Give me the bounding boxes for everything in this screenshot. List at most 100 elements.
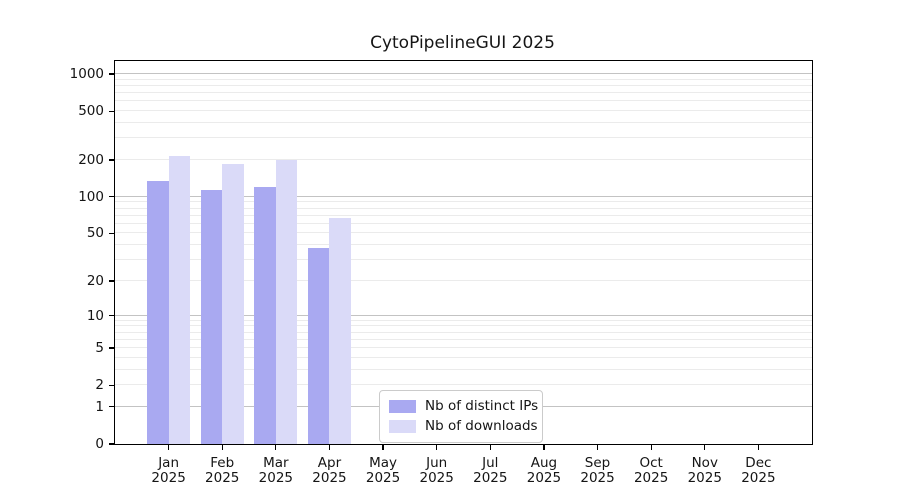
minor-gridline xyxy=(115,232,812,234)
x-tick-month: Jul xyxy=(482,455,499,471)
minor-gridline xyxy=(115,78,812,80)
minor-gridline xyxy=(115,122,812,124)
legend-label-distinct-ips: Nb of distinct IPs xyxy=(425,398,539,414)
y-tick-label: 10 xyxy=(86,307,104,324)
minor-gridline xyxy=(115,84,812,86)
y-axis-tick xyxy=(109,443,115,445)
chart-title: CytoPipelineGUI 2025 xyxy=(370,33,555,53)
y-axis-tick xyxy=(109,315,115,317)
x-tick-year: 2025 xyxy=(151,470,186,486)
minor-gridline xyxy=(115,214,812,216)
y-axis-tick xyxy=(109,384,115,386)
x-axis-tick xyxy=(382,444,384,450)
x-tick-year: 2025 xyxy=(526,470,562,486)
y-axis-tick xyxy=(109,110,115,112)
minor-gridline xyxy=(115,100,812,102)
y-tick-label: 2 xyxy=(95,377,104,394)
minor-gridline xyxy=(115,368,812,370)
y-tick-label: 1 xyxy=(95,398,104,415)
legend-item-distinct-ips: Nb of distinct IPs xyxy=(389,399,538,414)
legend-label-downloads: Nb of downloads xyxy=(425,418,538,434)
bar-downloads-apr xyxy=(329,218,351,444)
legend-swatch-distinct-ips xyxy=(389,400,416,413)
y-tick-label: 20 xyxy=(86,272,104,289)
x-tick-year: 2025 xyxy=(580,470,615,486)
x-tick-month: Mar xyxy=(263,455,289,471)
x-axis-tick xyxy=(221,444,223,450)
y-tick-label: 100 xyxy=(78,188,104,205)
x-tick-label-nov: Nov 2025 xyxy=(688,456,722,486)
minor-gridline xyxy=(115,201,812,203)
x-tick-month: Sep xyxy=(584,455,611,471)
x-tick-month: Oct xyxy=(639,455,663,471)
x-tick-year: 2025 xyxy=(687,470,722,486)
minor-gridline xyxy=(115,384,812,386)
x-tick-year: 2025 xyxy=(365,470,401,486)
y-tick-label: 200 xyxy=(78,152,104,169)
y-axis-tick xyxy=(109,159,115,161)
x-tick-year: 2025 xyxy=(419,470,454,486)
y-tick-label: 5 xyxy=(95,340,104,357)
y-axis-tick xyxy=(109,280,115,282)
x-tick-month: Aug xyxy=(530,455,558,471)
minor-gridline xyxy=(115,338,812,340)
y-tick-label: 500 xyxy=(78,103,104,120)
x-tick-label-sep: Sep 2025 xyxy=(580,456,614,486)
bar-downloads-feb xyxy=(222,163,244,444)
legend-swatch-downloads xyxy=(389,420,416,433)
x-tick-label-may: May 2025 xyxy=(366,456,400,486)
y-axis-tick xyxy=(109,406,115,408)
x-tick-month: Dec xyxy=(745,455,772,471)
x-tick-label-oct: Oct 2025 xyxy=(634,456,668,486)
x-axis-tick xyxy=(275,444,277,450)
x-tick-label-dec: Dec 2025 xyxy=(741,456,775,486)
y-axis-tick xyxy=(109,232,115,235)
x-axis-tick xyxy=(489,444,491,450)
x-tick-year: 2025 xyxy=(312,470,347,486)
minor-gridline xyxy=(115,244,812,246)
minor-gridline xyxy=(115,207,812,209)
x-tick-year: 2025 xyxy=(473,470,508,486)
x-tick-month: Apr xyxy=(317,455,342,471)
x-tick-month: Jan xyxy=(158,455,180,471)
x-tick-label-jun: Jun 2025 xyxy=(420,456,454,486)
x-axis-tick xyxy=(436,444,438,450)
bar-downloads-mar xyxy=(275,160,298,444)
y-tick-label: 0 xyxy=(95,436,104,452)
x-tick-month: Nov xyxy=(691,455,718,471)
x-axis-tick xyxy=(650,444,652,450)
bar-distinct-ips-apr xyxy=(307,247,330,444)
x-axis-tick xyxy=(704,444,706,450)
x-tick-label-aug: Aug 2025 xyxy=(527,456,561,486)
x-axis-tick xyxy=(168,444,170,450)
minor-gridline xyxy=(115,331,812,333)
x-tick-label-apr: Apr 2025 xyxy=(312,456,346,486)
y-tick-label: 50 xyxy=(86,225,104,242)
x-tick-year: 2025 xyxy=(633,470,669,486)
x-tick-label-mar: Mar 2025 xyxy=(259,456,293,486)
y-axis-tick xyxy=(109,196,115,198)
major-gridline xyxy=(115,314,812,316)
x-axis-tick xyxy=(757,444,759,450)
minor-gridline xyxy=(115,222,812,224)
legend: Nb of distinct IPs Nb of downloads xyxy=(379,390,543,443)
major-gridline xyxy=(115,73,812,75)
minor-gridline xyxy=(115,110,812,112)
bar-distinct-ips-feb xyxy=(200,189,223,444)
minor-gridline xyxy=(115,347,812,349)
x-tick-year: 2025 xyxy=(258,470,294,486)
y-axis-tick xyxy=(109,73,115,75)
bar-downloads-jan xyxy=(168,156,191,444)
minor-gridline xyxy=(115,159,812,161)
x-tick-month: Jun xyxy=(426,455,448,471)
bar-distinct-ips-mar xyxy=(254,187,276,444)
x-tick-year: 2025 xyxy=(205,470,240,486)
x-axis-tick xyxy=(543,444,545,450)
minor-gridline xyxy=(115,319,812,321)
x-tick-year: 2025 xyxy=(741,470,776,486)
bar-distinct-ips-jan xyxy=(147,180,169,444)
minor-gridline xyxy=(115,137,812,139)
minor-gridline xyxy=(115,259,812,261)
major-gridline xyxy=(115,195,812,197)
